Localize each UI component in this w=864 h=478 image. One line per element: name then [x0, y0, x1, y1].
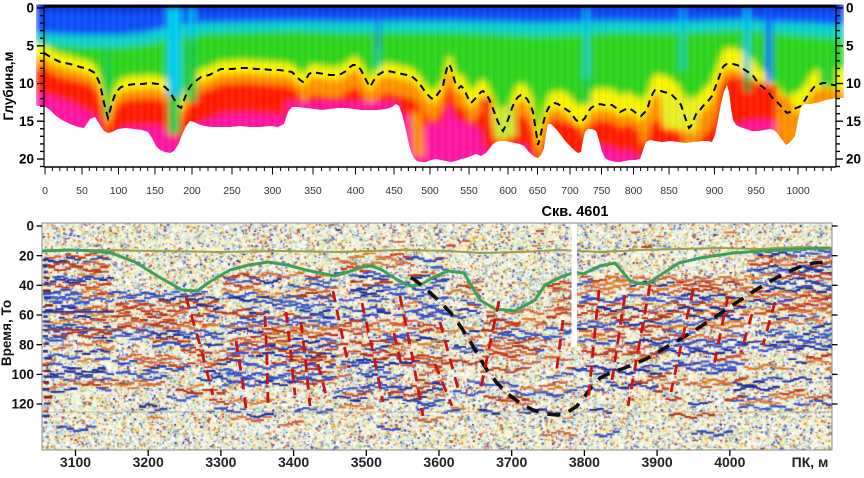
- svg-text:3800: 3800: [569, 454, 600, 470]
- svg-text:3400: 3400: [278, 454, 309, 470]
- svg-text:15: 15: [846, 114, 862, 129]
- svg-text:550: 550: [460, 185, 478, 197]
- svg-text:1000: 1000: [786, 185, 810, 197]
- svg-text:100: 100: [110, 185, 128, 197]
- svg-text:3100: 3100: [60, 454, 91, 470]
- svg-text:350: 350: [304, 185, 322, 197]
- svg-text:3700: 3700: [496, 454, 527, 470]
- svg-text:450: 450: [385, 185, 403, 197]
- svg-text:3200: 3200: [133, 454, 164, 470]
- svg-text:120: 120: [11, 397, 34, 412]
- svg-text:15: 15: [19, 114, 35, 129]
- svg-text:800: 800: [625, 185, 643, 197]
- svg-text:950: 950: [747, 185, 765, 197]
- svg-text:10: 10: [846, 76, 861, 91]
- svg-text:200: 200: [183, 185, 201, 197]
- svg-text:400: 400: [347, 185, 365, 197]
- svg-text:Скв. 4601: Скв. 4601: [542, 204, 609, 220]
- svg-text:150: 150: [146, 185, 164, 197]
- svg-text:5: 5: [26, 39, 34, 54]
- svg-text:3600: 3600: [423, 454, 454, 470]
- svg-text:3300: 3300: [205, 454, 236, 470]
- svg-text:50: 50: [76, 185, 88, 197]
- svg-text:500: 500: [421, 185, 439, 197]
- svg-text:Глубина,м: Глубина,м: [1, 52, 16, 121]
- svg-text:5: 5: [846, 39, 854, 54]
- svg-text:850: 850: [660, 185, 678, 197]
- svg-text:100: 100: [11, 367, 34, 382]
- svg-text:3900: 3900: [642, 454, 673, 470]
- svg-text:20: 20: [19, 248, 34, 263]
- svg-text:3500: 3500: [351, 454, 382, 470]
- svg-text:ПК, м: ПК, м: [792, 454, 829, 470]
- svg-text:40: 40: [19, 278, 34, 293]
- svg-text:0: 0: [26, 1, 34, 16]
- svg-text:750: 750: [593, 185, 611, 197]
- svg-text:900: 900: [706, 185, 724, 197]
- svg-text:80: 80: [19, 337, 34, 352]
- svg-text:Время, То: Время, То: [0, 300, 14, 366]
- svg-text:4000: 4000: [714, 454, 745, 470]
- svg-text:650: 650: [529, 185, 547, 197]
- svg-text:20: 20: [19, 152, 34, 167]
- svg-text:20: 20: [846, 152, 861, 167]
- svg-text:0: 0: [846, 1, 854, 16]
- svg-text:700: 700: [561, 185, 579, 197]
- svg-text:300: 300: [264, 185, 282, 197]
- svg-text:0: 0: [26, 219, 34, 234]
- svg-text:60: 60: [19, 308, 34, 323]
- svg-text:0: 0: [42, 185, 48, 197]
- svg-text:10: 10: [19, 76, 34, 91]
- svg-text:250: 250: [223, 185, 241, 197]
- svg-text:600: 600: [499, 185, 517, 197]
